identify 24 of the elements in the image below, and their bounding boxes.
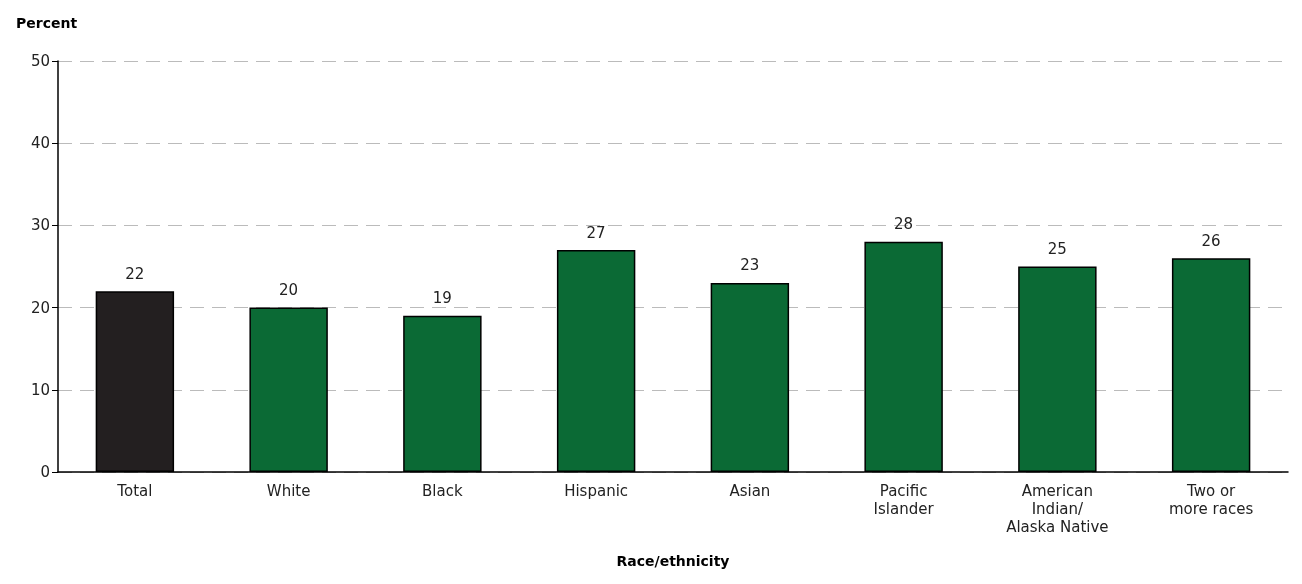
y-tick-label: 20 bbox=[30, 298, 50, 317]
x-tick-label: Pacific Islander bbox=[873, 482, 935, 518]
x-tick-label: Two or more races bbox=[1168, 482, 1254, 518]
y-tick-label: 30 bbox=[30, 216, 50, 235]
data-label: 22 bbox=[125, 264, 145, 283]
data-label: 27 bbox=[586, 223, 606, 242]
x-tick-label: Black bbox=[422, 482, 463, 500]
data-label: 20 bbox=[279, 281, 299, 300]
x-tick-label: American Indian/ Alaska Native bbox=[1006, 482, 1109, 536]
y-axis-title: Percent bbox=[16, 15, 78, 31]
data-label: 25 bbox=[1047, 240, 1067, 258]
x-tick-label: Hispanic bbox=[564, 482, 629, 500]
y-tick-label: 10 bbox=[30, 380, 50, 399]
x-tick-label: Total bbox=[116, 482, 153, 500]
x-axis-title: Race/ethnicity bbox=[616, 553, 730, 569]
y-tick-label: 50 bbox=[30, 52, 50, 70]
data-label: 23 bbox=[740, 256, 760, 275]
data-label: 19 bbox=[432, 289, 452, 308]
y-tick-label: 40 bbox=[30, 134, 50, 153]
data-label: 26 bbox=[1201, 231, 1221, 250]
x-tick-label: White bbox=[266, 482, 311, 500]
y-tick-label: 0 bbox=[40, 463, 50, 481]
data-label: 28 bbox=[894, 215, 914, 234]
x-tick-label: Asian bbox=[729, 482, 771, 500]
